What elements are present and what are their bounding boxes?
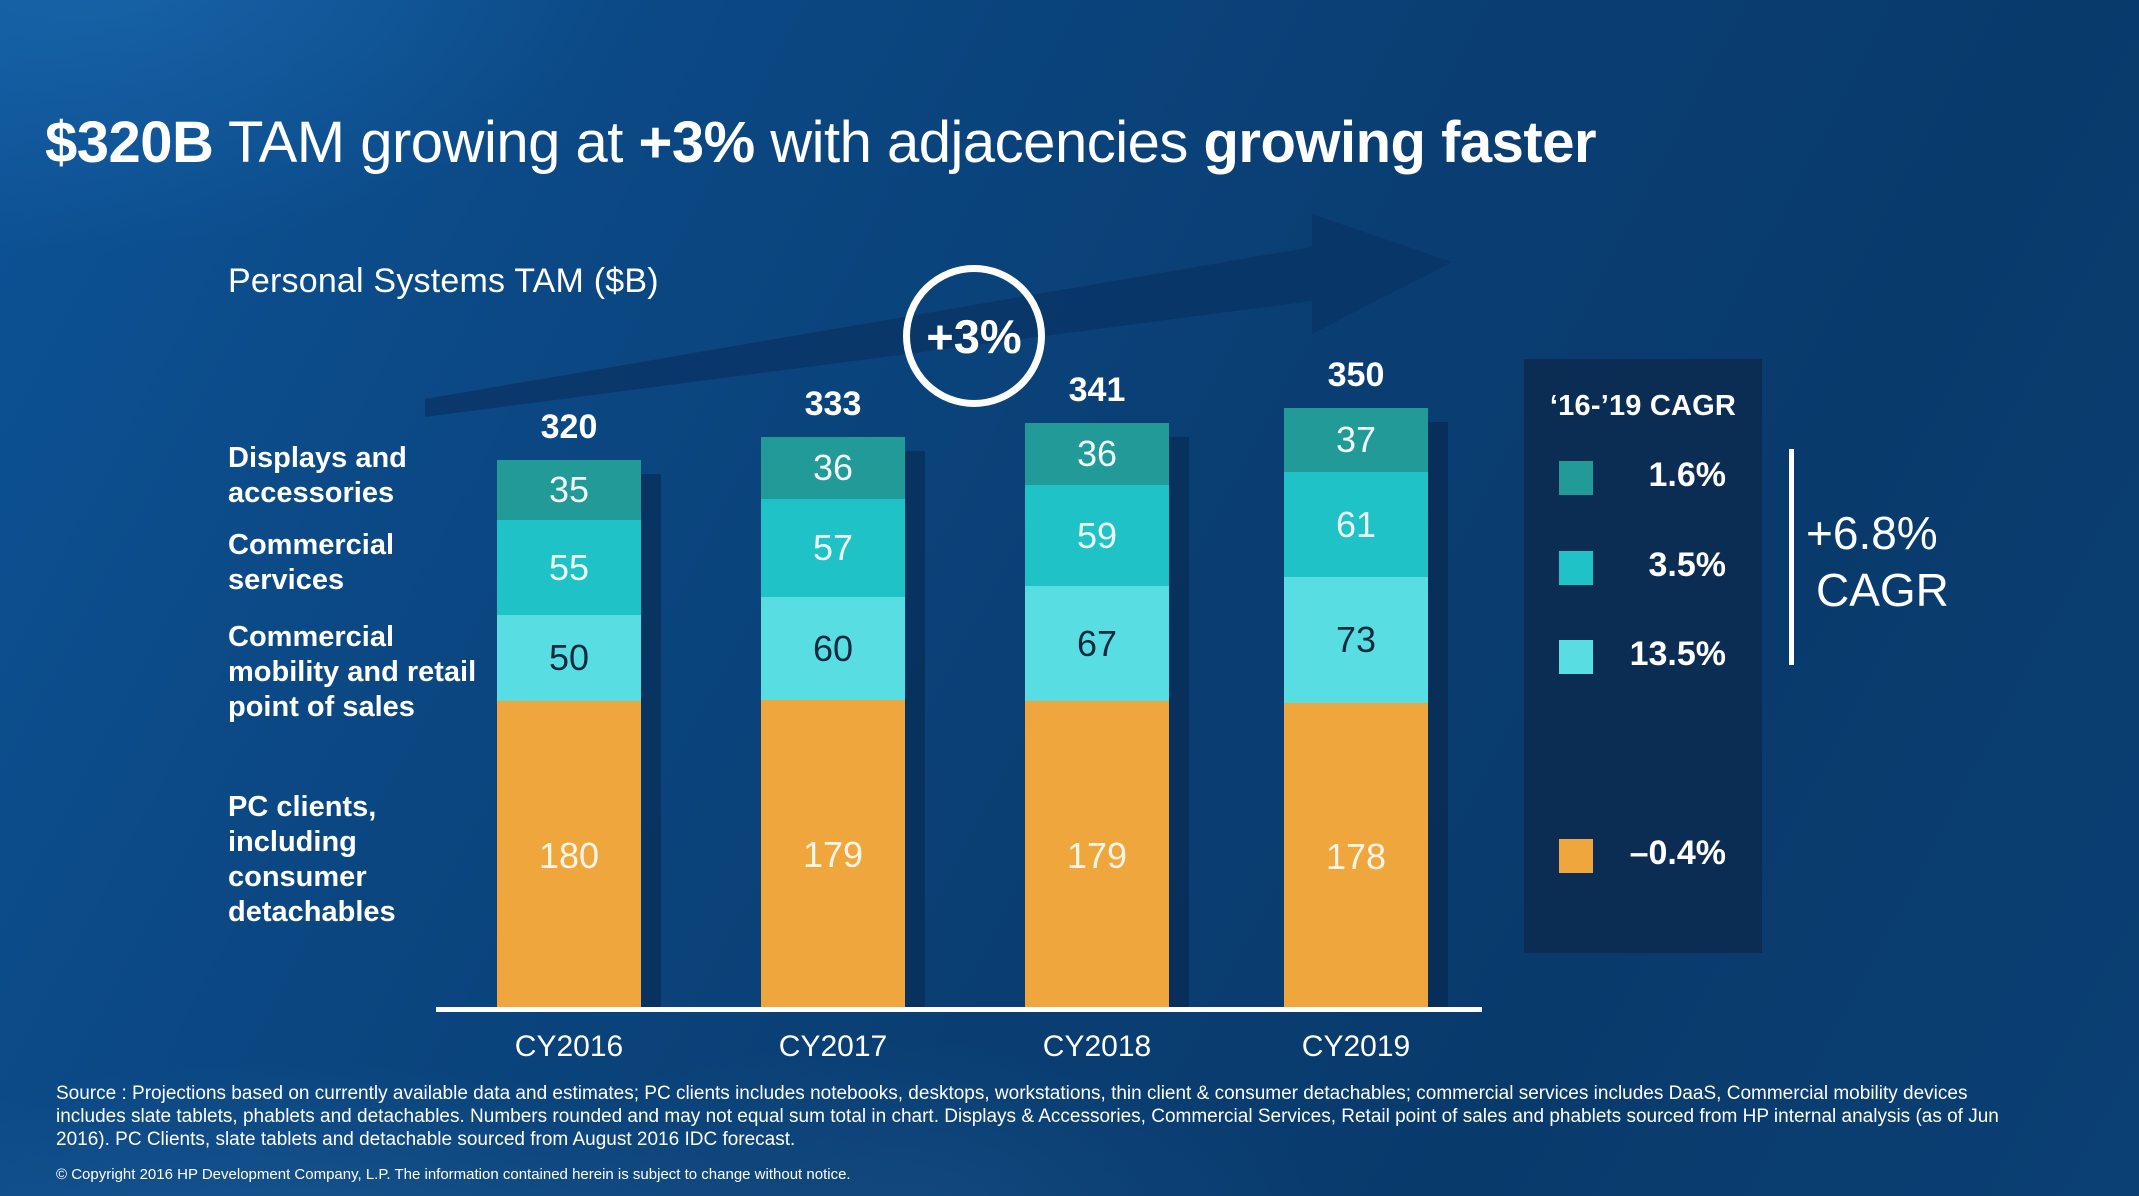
x-axis-label: CY2017 bbox=[778, 1030, 888, 1063]
bar-segment-value: 179 bbox=[1066, 834, 1128, 876]
stacked-bar-CY2017: 36 57 60 179 bbox=[761, 437, 905, 1010]
bar-segment-value: 36 bbox=[812, 447, 854, 488]
series-label-line: detachables bbox=[228, 896, 396, 928]
bar-segment: 73 bbox=[1284, 577, 1428, 703]
bar-segment-value: 55 bbox=[548, 546, 590, 588]
title-part-0: $320B bbox=[45, 109, 214, 175]
series-label-line: including bbox=[228, 826, 357, 858]
stacked-bar-CY2019: 37 61 73 178 bbox=[1284, 408, 1428, 1010]
series-label-line: Displays and bbox=[228, 442, 407, 474]
series-label-line: point of sales bbox=[228, 691, 415, 723]
overall-cagr-value: +6.8% bbox=[1806, 507, 1938, 559]
bar-segment-value: 60 bbox=[812, 627, 854, 669]
bar-segment-value: 59 bbox=[1076, 514, 1118, 556]
title-part-1: TAM growing at bbox=[213, 109, 639, 175]
bar-segment: 35 bbox=[497, 460, 641, 520]
cagr-bracket-line bbox=[1789, 449, 1794, 665]
overall-cagr: +6.8% CAGR bbox=[1806, 505, 1949, 619]
series-label-line: accessories bbox=[228, 477, 395, 509]
copyright-note: © Copyright 2016 HP Development Company,… bbox=[56, 1166, 851, 1183]
source-line-1: Source : Projections based on currently … bbox=[56, 1083, 1968, 1104]
bar-segment: 36 bbox=[1025, 423, 1169, 485]
growth-rate-value: +3% bbox=[926, 309, 1022, 363]
bar-segment: 37 bbox=[1284, 408, 1428, 472]
series-label-line: consumer bbox=[228, 861, 367, 893]
bar-segment: 57 bbox=[761, 499, 905, 597]
series-label-line: Commercial bbox=[228, 529, 395, 561]
bar-segment-value: 37 bbox=[1335, 419, 1377, 460]
bar-segment: 179 bbox=[761, 700, 905, 1010]
bar-segment: 55 bbox=[497, 520, 641, 615]
bar-segment: 60 bbox=[761, 597, 905, 700]
bar-segment: 59 bbox=[1025, 485, 1169, 586]
series-label: Commercial mobility and retail point of sa… bbox=[228, 620, 528, 725]
bar-segment-value: 178 bbox=[1325, 835, 1387, 877]
bar-segment: 178 bbox=[1284, 703, 1428, 1010]
legend-panel bbox=[1524, 359, 1762, 953]
overall-cagr-label: CAGR bbox=[1816, 564, 1949, 616]
series-label-line: Commercial bbox=[228, 621, 395, 653]
series-label-line: PC clients, bbox=[228, 791, 377, 823]
source-note: Source : Projections based on currently … bbox=[56, 1082, 1999, 1151]
title-part-4: growing faster bbox=[1203, 109, 1597, 175]
bar-segment-value: 61 bbox=[1335, 503, 1377, 545]
bar-segment: 36 bbox=[761, 437, 905, 499]
source-line-3: 2016). PC Clients, slate tablets and det… bbox=[56, 1129, 796, 1150]
title-part-2: +3% bbox=[638, 109, 755, 175]
series-labels: Displays and accessories Commercial service… bbox=[0, 0, 500, 1196]
series-label: Commercial services bbox=[228, 528, 528, 598]
bar-segment: 180 bbox=[497, 701, 641, 1010]
bar-segment: 179 bbox=[1025, 701, 1169, 1010]
x-axis-label: CY2019 bbox=[1301, 1030, 1411, 1063]
chart-title: Personal Systems TAM ($B) bbox=[228, 262, 659, 300]
series-label: Displays and accessories bbox=[228, 441, 528, 511]
stacked-bar-CY2016: 35 55 50 180 bbox=[497, 460, 641, 1010]
bar-segment: 50 bbox=[497, 615, 641, 701]
bar-segment-value: 179 bbox=[802, 834, 864, 875]
growth-rate-circle: +3% bbox=[903, 265, 1045, 407]
bar-segment-value: 67 bbox=[1076, 622, 1118, 664]
bar-segment: 67 bbox=[1025, 586, 1169, 701]
series-label-line: services bbox=[228, 564, 345, 596]
page-title: $320B TAM growing at +3% with adjacencie… bbox=[45, 109, 2105, 175]
bar-segment-value: 50 bbox=[548, 637, 590, 678]
source-line-2: includes slate tablets, phablets and det… bbox=[56, 1106, 1999, 1127]
bar-segment-value: 35 bbox=[548, 469, 590, 510]
bar-segment-value: 36 bbox=[1076, 433, 1118, 474]
legend-header: ‘16-’19 CAGR bbox=[1549, 390, 1737, 422]
bar-segment-value: 73 bbox=[1335, 619, 1377, 660]
bar-segment-value: 180 bbox=[538, 834, 600, 876]
bar-segment-value: 57 bbox=[812, 527, 854, 568]
title-part-3: with adjacencies bbox=[754, 109, 1204, 175]
stacked-bar-CY2018: 36 59 67 179 bbox=[1025, 423, 1169, 1010]
x-axis-label: CY2018 bbox=[1042, 1030, 1152, 1063]
x-axis-line bbox=[436, 1007, 1482, 1012]
series-label-line: mobility and retail bbox=[228, 656, 477, 688]
bar-chart: 35 55 50 180 36 57 60 179 36 59 67 179 37 61 73 178 bbox=[497, 408, 1428, 1010]
series-label: PC clients, including consumer detachables bbox=[228, 790, 528, 930]
bar-segment: 61 bbox=[1284, 472, 1428, 577]
